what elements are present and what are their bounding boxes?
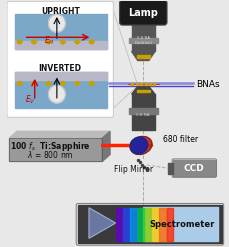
FancyBboxPatch shape — [119, 0, 166, 25]
Ellipse shape — [130, 136, 151, 155]
Bar — [172, 160, 214, 176]
Bar — [128, 38, 157, 43]
Text: 680 filter: 680 filter — [163, 135, 197, 144]
Bar — [137, 208, 144, 241]
Polygon shape — [45, 40, 51, 44]
Polygon shape — [89, 208, 115, 238]
Polygon shape — [9, 131, 110, 138]
Polygon shape — [45, 81, 51, 86]
FancyBboxPatch shape — [7, 1, 113, 117]
Text: Lamp: Lamp — [128, 8, 158, 18]
Text: 0.8 NA: 0.8 NA — [136, 113, 150, 117]
Bar — [15, 41, 106, 49]
Bar — [136, 55, 149, 58]
Bar — [122, 208, 129, 241]
Text: 0.8 NA
Darkfield: 0.8 NA Darkfield — [134, 36, 152, 45]
Bar — [130, 208, 136, 241]
Bar — [159, 208, 165, 241]
Bar — [15, 72, 106, 80]
Polygon shape — [102, 131, 110, 161]
Text: BNAs: BNAs — [196, 80, 219, 89]
Bar — [144, 208, 151, 241]
Text: UPRIGHT: UPRIGHT — [41, 7, 79, 17]
Bar — [166, 208, 173, 241]
Polygon shape — [88, 40, 94, 44]
Polygon shape — [17, 81, 22, 86]
Polygon shape — [60, 81, 65, 86]
Polygon shape — [74, 81, 80, 86]
Bar — [115, 208, 122, 241]
Bar — [128, 108, 157, 114]
Ellipse shape — [48, 15, 65, 32]
Text: Flip Mirror: Flip Mirror — [114, 165, 153, 174]
Polygon shape — [131, 86, 154, 94]
Bar — [131, 22, 154, 51]
Polygon shape — [31, 81, 37, 86]
Polygon shape — [31, 40, 37, 44]
Text: $\lambda$ = 800 nm: $\lambda$ = 800 nm — [27, 149, 73, 160]
Polygon shape — [17, 40, 22, 44]
Text: INVERTED: INVERTED — [38, 64, 81, 73]
Ellipse shape — [130, 137, 147, 154]
Bar — [9, 138, 102, 161]
Text: Spectrometer: Spectrometer — [148, 220, 213, 229]
Ellipse shape — [48, 85, 65, 103]
Bar — [131, 94, 154, 130]
Bar — [9, 138, 102, 161]
Polygon shape — [88, 81, 94, 86]
Polygon shape — [131, 51, 154, 61]
Bar — [15, 14, 106, 49]
Text: $E_H$: $E_H$ — [44, 34, 54, 47]
Bar — [15, 72, 106, 108]
Polygon shape — [60, 40, 65, 44]
Bar — [142, 207, 217, 241]
Bar — [78, 205, 221, 243]
Text: $E_V$: $E_V$ — [25, 93, 36, 106]
Bar — [152, 208, 158, 241]
Bar — [167, 163, 172, 174]
Text: 100 $f_s$  Ti:Sapphire: 100 $f_s$ Ti:Sapphire — [10, 140, 90, 153]
Polygon shape — [74, 40, 80, 44]
Text: CCD: CCD — [183, 164, 204, 173]
Bar — [136, 90, 149, 92]
